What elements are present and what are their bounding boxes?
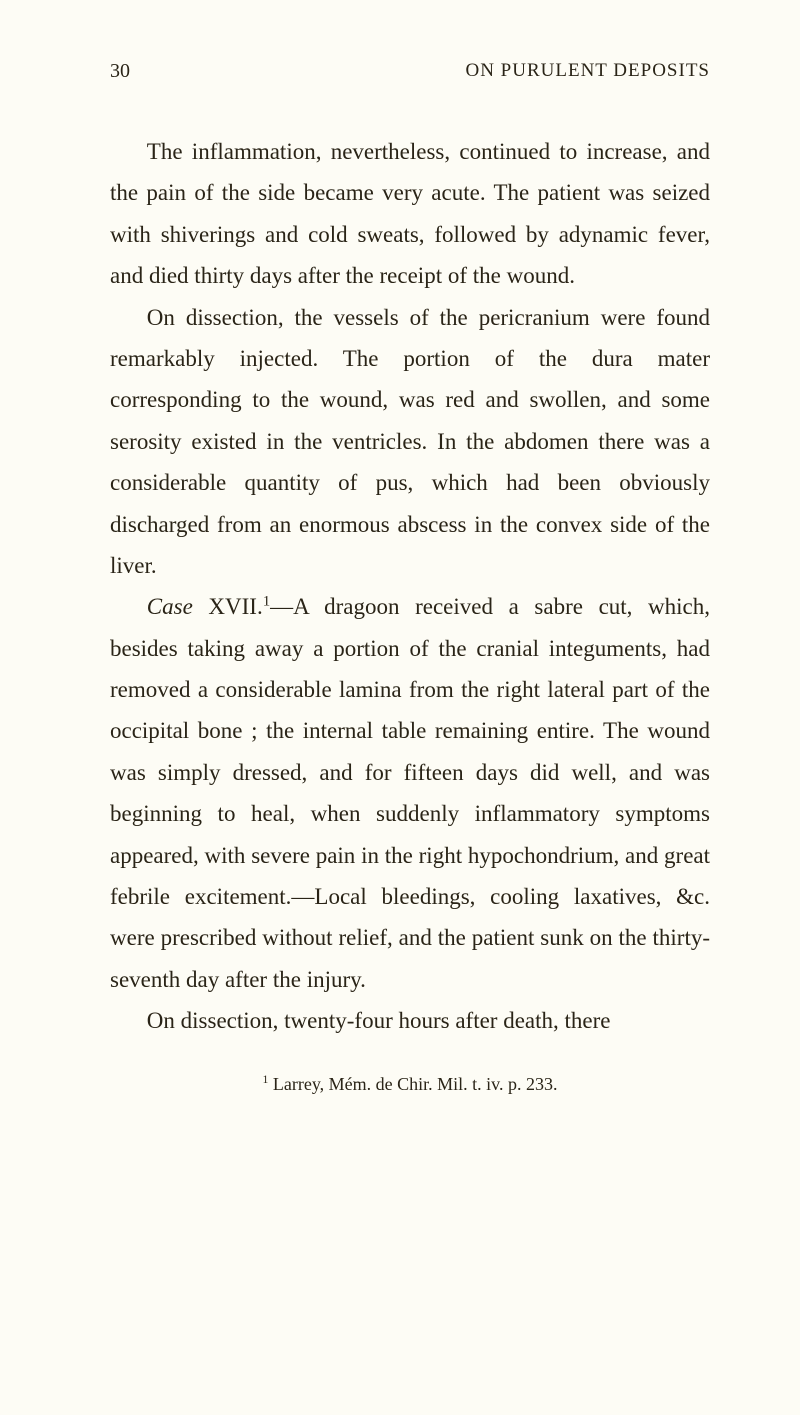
case-number: XVII.: [193, 594, 263, 619]
footnote: 1 Larrey, Mém. de Chir. Mil. t. iv. p. 2…: [110, 1074, 710, 1095]
footnote-text: Larrey, Mém. de Chir. Mil. t. iv. p. 233…: [268, 1074, 557, 1094]
paragraph-3: Case XVII.1—A dragoon received a sabre c…: [110, 586, 710, 1000]
page-number: 30: [110, 60, 130, 83]
paragraph-1: The inflammation, nevertheless, continue…: [110, 131, 710, 297]
case-label: Case: [147, 594, 193, 619]
paragraph-2: On dissection, the vessels of the pericr…: [110, 297, 710, 587]
page-header: 30 ON PURULENT DEPOSITS: [110, 60, 710, 83]
body-text: The inflammation, nevertheless, continue…: [110, 131, 710, 1042]
paragraph-4: On dissection, twenty-four hours after d…: [110, 1000, 710, 1041]
page: 30 ON PURULENT DEPOSITS The inflammation…: [0, 0, 800, 1415]
paragraph-3-body: —A dragoon received a sabre cut, which, …: [110, 594, 710, 992]
running-title: ON PURULENT DEPOSITS: [465, 60, 710, 83]
